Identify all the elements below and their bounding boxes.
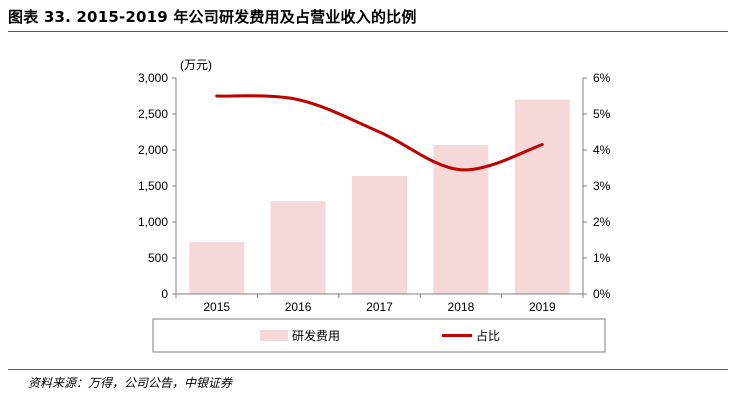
- x-tick-label: 2015: [203, 300, 230, 314]
- figure-source: 资料来源：万得，公司公告，中银证券: [28, 376, 233, 390]
- legend-box: [152, 318, 606, 353]
- bars-group: [189, 99, 570, 294]
- right-tick-label: 4%: [593, 143, 611, 157]
- x-tick-label: 2016: [285, 300, 312, 314]
- legend-label-bar: 研发费用: [292, 328, 340, 343]
- right-tick-label: 1%: [593, 251, 611, 265]
- right-tick-label: 2%: [593, 215, 611, 229]
- axes-group: 0 500 1,000 1,500 2,000 2,500 3,000 (万元) 0% 1% 2% 3…: [138, 58, 611, 314]
- legend-swatch-bar: [260, 330, 288, 341]
- right-tick-label: 5%: [593, 107, 611, 121]
- x-tick-label: 2018: [448, 300, 475, 314]
- source-rule: [8, 369, 728, 370]
- left-tick-label: 0: [161, 287, 168, 301]
- bar-2017: [352, 175, 407, 294]
- line-group: [215, 94, 544, 172]
- left-tick-label: 1,000: [138, 215, 168, 229]
- left-tick-label: 1,500: [138, 179, 168, 193]
- x-tick-label: 2019: [529, 300, 556, 314]
- right-tick-label: 6%: [593, 71, 611, 85]
- bar-2019: [514, 99, 570, 294]
- left-tick-label: 3,000: [138, 71, 168, 85]
- right-tick-label: 0%: [593, 287, 611, 301]
- left-axis-unit: (万元): [180, 58, 212, 72]
- bar-2015: [189, 242, 245, 294]
- left-tick-label: 2,500: [138, 107, 168, 121]
- title-rule: [8, 31, 728, 32]
- right-tick-label: 3%: [593, 179, 611, 193]
- figure-title: 图表 33. 2015-2019 年公司研发费用及占营业收入的比例: [8, 8, 417, 26]
- legend-label-line: 占比: [476, 328, 500, 343]
- bar-2016: [270, 201, 326, 294]
- left-tick-label: 2,000: [138, 143, 168, 157]
- x-tick-label: 2017: [366, 300, 393, 314]
- chart-legend: 研发费用 占比: [152, 318, 606, 353]
- ratio-line: [215, 94, 544, 172]
- left-tick-label: 500: [148, 251, 168, 265]
